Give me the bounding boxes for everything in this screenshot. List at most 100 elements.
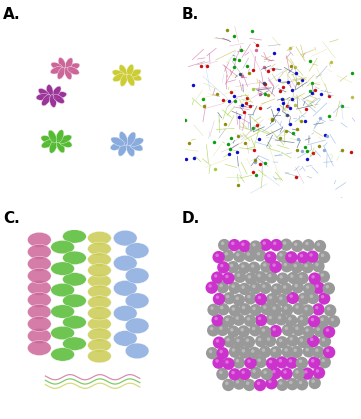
Ellipse shape xyxy=(113,74,125,82)
Circle shape xyxy=(304,370,308,374)
Circle shape xyxy=(216,253,219,257)
Circle shape xyxy=(269,367,282,380)
Ellipse shape xyxy=(118,142,127,156)
Ellipse shape xyxy=(65,58,73,70)
Circle shape xyxy=(205,282,218,294)
Circle shape xyxy=(291,240,304,252)
Ellipse shape xyxy=(58,57,66,70)
Circle shape xyxy=(312,346,325,358)
Circle shape xyxy=(222,379,235,391)
Ellipse shape xyxy=(56,130,64,143)
Circle shape xyxy=(252,370,256,373)
Circle shape xyxy=(207,304,220,316)
Ellipse shape xyxy=(57,67,65,79)
Circle shape xyxy=(255,335,268,347)
Circle shape xyxy=(297,251,309,264)
Circle shape xyxy=(282,324,294,336)
Circle shape xyxy=(244,314,256,327)
Circle shape xyxy=(300,317,303,321)
Ellipse shape xyxy=(51,67,63,74)
Ellipse shape xyxy=(125,268,149,284)
Circle shape xyxy=(297,336,309,348)
Circle shape xyxy=(308,356,321,369)
Ellipse shape xyxy=(88,339,111,352)
Ellipse shape xyxy=(54,92,66,98)
Circle shape xyxy=(213,251,225,263)
Circle shape xyxy=(219,326,223,330)
Circle shape xyxy=(239,368,251,380)
Circle shape xyxy=(279,359,282,362)
Circle shape xyxy=(293,264,297,267)
Circle shape xyxy=(300,339,303,342)
Circle shape xyxy=(273,306,276,310)
Ellipse shape xyxy=(125,293,149,309)
Circle shape xyxy=(284,306,287,310)
Circle shape xyxy=(262,328,265,332)
Circle shape xyxy=(313,282,325,294)
Circle shape xyxy=(260,261,273,273)
Circle shape xyxy=(299,275,303,278)
Ellipse shape xyxy=(51,241,74,254)
Ellipse shape xyxy=(113,74,125,82)
Circle shape xyxy=(323,326,335,338)
Circle shape xyxy=(310,338,313,341)
Circle shape xyxy=(299,381,302,384)
Circle shape xyxy=(225,318,229,321)
Circle shape xyxy=(295,326,299,330)
Circle shape xyxy=(276,356,288,369)
Ellipse shape xyxy=(125,243,149,259)
Ellipse shape xyxy=(62,251,86,264)
Ellipse shape xyxy=(59,135,71,143)
Ellipse shape xyxy=(47,85,53,97)
Circle shape xyxy=(292,281,304,294)
Circle shape xyxy=(236,359,239,362)
Ellipse shape xyxy=(48,130,57,143)
Circle shape xyxy=(313,367,325,379)
Circle shape xyxy=(309,253,313,257)
Ellipse shape xyxy=(112,70,125,78)
Ellipse shape xyxy=(27,341,51,355)
Circle shape xyxy=(267,254,271,257)
Ellipse shape xyxy=(125,343,149,359)
Circle shape xyxy=(254,379,266,391)
Ellipse shape xyxy=(88,285,111,298)
Circle shape xyxy=(230,264,233,267)
Circle shape xyxy=(233,378,245,390)
Ellipse shape xyxy=(53,94,64,103)
Circle shape xyxy=(235,297,239,300)
Circle shape xyxy=(321,295,324,298)
Ellipse shape xyxy=(62,337,86,350)
Circle shape xyxy=(266,293,278,305)
Circle shape xyxy=(266,357,278,370)
Circle shape xyxy=(216,339,219,343)
Circle shape xyxy=(217,281,229,293)
Circle shape xyxy=(279,339,282,342)
Ellipse shape xyxy=(56,140,65,153)
Ellipse shape xyxy=(88,328,111,341)
Circle shape xyxy=(321,318,324,321)
Circle shape xyxy=(319,335,331,348)
Circle shape xyxy=(238,325,250,338)
Circle shape xyxy=(216,295,219,299)
Circle shape xyxy=(288,254,291,257)
Circle shape xyxy=(252,285,256,288)
Circle shape xyxy=(248,261,260,274)
Circle shape xyxy=(316,369,319,372)
Circle shape xyxy=(295,284,298,287)
Circle shape xyxy=(324,304,336,317)
Ellipse shape xyxy=(38,88,49,98)
Ellipse shape xyxy=(51,283,74,297)
Circle shape xyxy=(268,274,271,277)
Ellipse shape xyxy=(64,67,72,80)
Circle shape xyxy=(305,242,309,245)
Circle shape xyxy=(222,357,235,370)
Ellipse shape xyxy=(49,140,57,153)
Ellipse shape xyxy=(57,67,65,79)
Circle shape xyxy=(260,303,273,315)
Circle shape xyxy=(297,292,310,305)
Ellipse shape xyxy=(126,65,134,77)
Circle shape xyxy=(260,239,272,251)
Circle shape xyxy=(270,346,282,358)
Circle shape xyxy=(278,316,281,319)
Ellipse shape xyxy=(53,94,64,103)
